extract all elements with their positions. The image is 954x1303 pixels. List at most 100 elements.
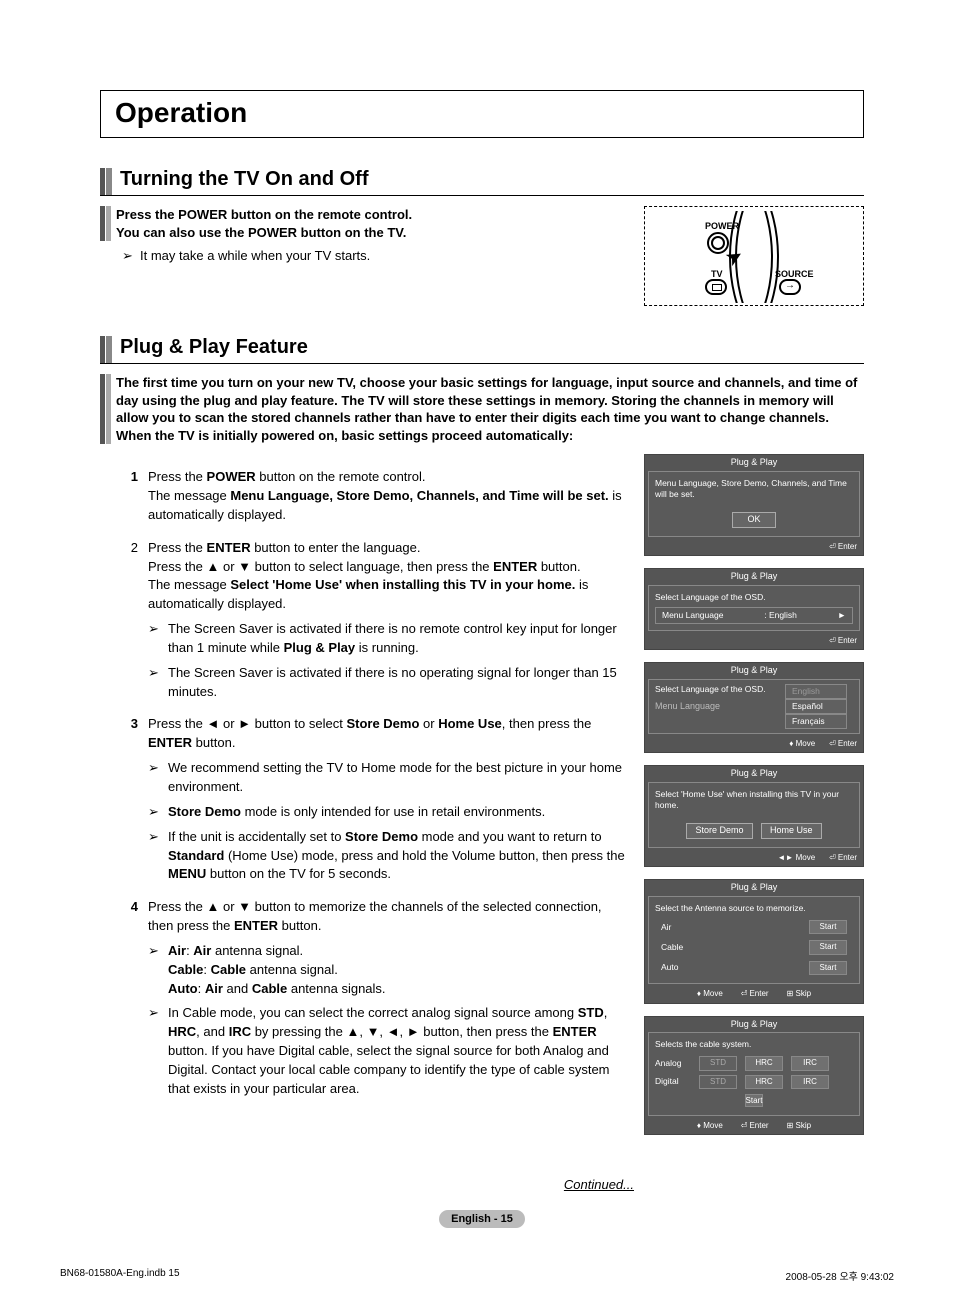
sub-note: ➢ In Cable mode, you can select the corr…: [148, 1004, 626, 1098]
osd-msg: Select Language of the OSD.: [655, 684, 783, 695]
intro-para: The first time you turn on your new TV, …: [116, 375, 857, 425]
osd-footer: ♦ Move Enter ⊞ Skip: [645, 1119, 863, 1134]
intro: Press the POWER button on the remote con…: [100, 206, 626, 241]
osd-screen-5: Plug & Play Select the Antenna source to…: [644, 879, 864, 1003]
sub-note: ➢ We recommend setting the TV to Home mo…: [148, 759, 626, 797]
sub-note: ➢ If the unit is accidentally set to Sto…: [148, 828, 626, 885]
note-arrow-icon: ➢: [148, 664, 168, 702]
step-2: 2 Press the ENTER button to enter the la…: [122, 539, 626, 702]
note-arrow-icon: ➢: [148, 828, 168, 885]
osd-title: Plug & Play: [645, 1017, 863, 1033]
osd-title: Plug & Play: [645, 569, 863, 585]
section-title: Plug & Play Feature: [120, 336, 308, 363]
page-badge: English - 15: [439, 1210, 525, 1228]
osd-screen-1: Plug & Play Menu Language, Store Demo, C…: [644, 454, 864, 556]
antenna-row: AutoStart: [655, 959, 853, 977]
power-diagram: POWER ➤ TV SOURCE: [644, 206, 864, 306]
osd-msg: Select Language of the OSD.: [655, 590, 853, 605]
osd-title: Plug & Play: [645, 766, 863, 782]
start-button[interactable]: Start: [809, 920, 847, 934]
osd-title: Plug & Play: [645, 663, 863, 679]
step-num: 2: [122, 539, 148, 702]
section-turning-on-off: Turning the TV On and Off Press the POWE…: [100, 168, 864, 306]
osd-footer: Enter: [645, 540, 863, 555]
osd-msg: Menu Language, Store Demo, Channels, and…: [655, 476, 853, 508]
continued-label: Continued...: [100, 1177, 634, 1192]
note: ➢ It may take a while when your TV start…: [100, 247, 626, 265]
steps-list: 1 Press the POWER button on the remote c…: [100, 468, 626, 1098]
start-button[interactable]: Start: [809, 961, 847, 975]
source-icon: [779, 279, 801, 295]
enter-icon: [829, 542, 838, 551]
sub-note: ➢ Store Demo mode is only intended for u…: [148, 803, 626, 822]
home-use-button[interactable]: Home Use: [761, 823, 822, 839]
osd-column: Plug & Play Menu Language, Store Demo, C…: [644, 454, 864, 1147]
section-title: Turning the TV On and Off: [120, 168, 369, 195]
lang-option[interactable]: English: [785, 684, 847, 699]
footer-left: BN68-01580A-Eng.indb 15: [60, 1268, 180, 1283]
enter-icon: [829, 853, 838, 862]
note-arrow-icon: ➢: [148, 759, 168, 797]
main-title-box: Operation: [100, 90, 864, 138]
osd-screen-3: Plug & Play Select Language of the OSD. …: [644, 662, 864, 753]
enter-icon: [829, 739, 838, 748]
osd-msg: Selects the cable system.: [655, 1037, 853, 1054]
osd-footer: ♦ Move Enter: [645, 737, 863, 752]
osd-screen-6: Plug & Play Selects the cable system. An…: [644, 1016, 864, 1136]
hrc-button[interactable]: HRC: [745, 1075, 783, 1089]
osd-msg: Select the Antenna source to memorize.: [655, 901, 853, 916]
note-arrow-icon: ➢: [148, 942, 168, 999]
cable-row-digital: Digital STD HRC IRC: [655, 1073, 853, 1091]
tv-icon: [705, 279, 727, 295]
osd-screen-4: Plug & Play Select 'Home Use' when insta…: [644, 765, 864, 867]
page: Operation Turning the TV On and Off Pres…: [0, 0, 954, 1268]
osd-screen-2: Plug & Play Select Language of the OSD. …: [644, 568, 864, 650]
note-arrow-icon: ➢: [148, 1004, 168, 1098]
irc-button[interactable]: IRC: [791, 1075, 829, 1089]
note-arrow-icon: ➢: [148, 803, 168, 822]
osd-title: Plug & Play: [645, 880, 863, 896]
power-label: POWER: [705, 221, 739, 231]
section-plug-play: Plug & Play Feature The first time you t…: [100, 336, 864, 1147]
section-header: Plug & Play Feature: [100, 336, 864, 364]
note-arrow-icon: ➢: [122, 247, 140, 265]
step-num: 3: [122, 715, 148, 884]
store-demo-button[interactable]: Store Demo: [686, 823, 752, 839]
note-text: It may take a while when your TV starts.: [140, 247, 370, 265]
irc-button[interactable]: IRC: [791, 1056, 829, 1070]
cable-row-analog: Analog STD HRC IRC: [655, 1054, 853, 1072]
footer-right: 2008-05-28 오후 9:43:02: [786, 1268, 894, 1283]
lang-option[interactable]: Español: [785, 699, 847, 714]
chevron-right-icon: ►: [838, 610, 846, 621]
intro-para2: When the TV is initially powered on, bas…: [116, 428, 573, 443]
sub-note: ➢ The Screen Saver is activated if there…: [148, 620, 626, 658]
sub-note: ➢ Air: Air antenna signal. Cable: Cable …: [148, 942, 626, 999]
std-button[interactable]: STD: [699, 1056, 737, 1070]
ok-button[interactable]: OK: [732, 512, 775, 528]
tv-label: TV: [711, 269, 723, 279]
intro: The first time you turn on your new TV, …: [100, 374, 864, 444]
step-4: 4 Press the ▲ or ▼ button to memorize th…: [122, 898, 626, 1098]
start-button[interactable]: Start: [809, 940, 847, 954]
osd-footer: Enter: [645, 634, 863, 649]
step-num: 1: [122, 468, 148, 525]
step-3: 3 Press the ◄ or ► button to select Stor…: [122, 715, 626, 884]
intro-line2: You can also use the POWER button on the…: [116, 225, 406, 240]
main-title: Operation: [115, 97, 849, 129]
hrc-button[interactable]: HRC: [745, 1056, 783, 1070]
antenna-row: CableStart: [655, 938, 853, 956]
print-footer: BN68-01580A-Eng.indb 15 2008-05-28 오후 9:…: [0, 1268, 954, 1303]
start-button[interactable]: Start: [745, 1094, 764, 1107]
sub-note: ➢ The Screen Saver is activated if there…: [148, 664, 626, 702]
source-label: SOURCE: [775, 269, 814, 279]
osd-footer: ◄► Move Enter: [645, 851, 863, 866]
step-1: 1 Press the POWER button on the remote c…: [122, 468, 626, 525]
menu-lang-row[interactable]: Menu Language : English ►: [655, 607, 853, 624]
std-button[interactable]: STD: [699, 1075, 737, 1089]
menu-lang-label: Menu Language: [655, 695, 783, 713]
osd-title: Plug & Play: [645, 455, 863, 471]
enter-icon: [829, 636, 838, 645]
osd-footer: ♦ Move Enter ⊞ Skip: [645, 987, 863, 1002]
osd-msg: Select 'Home Use' when installing this T…: [655, 787, 853, 819]
lang-option[interactable]: Français: [785, 714, 847, 729]
